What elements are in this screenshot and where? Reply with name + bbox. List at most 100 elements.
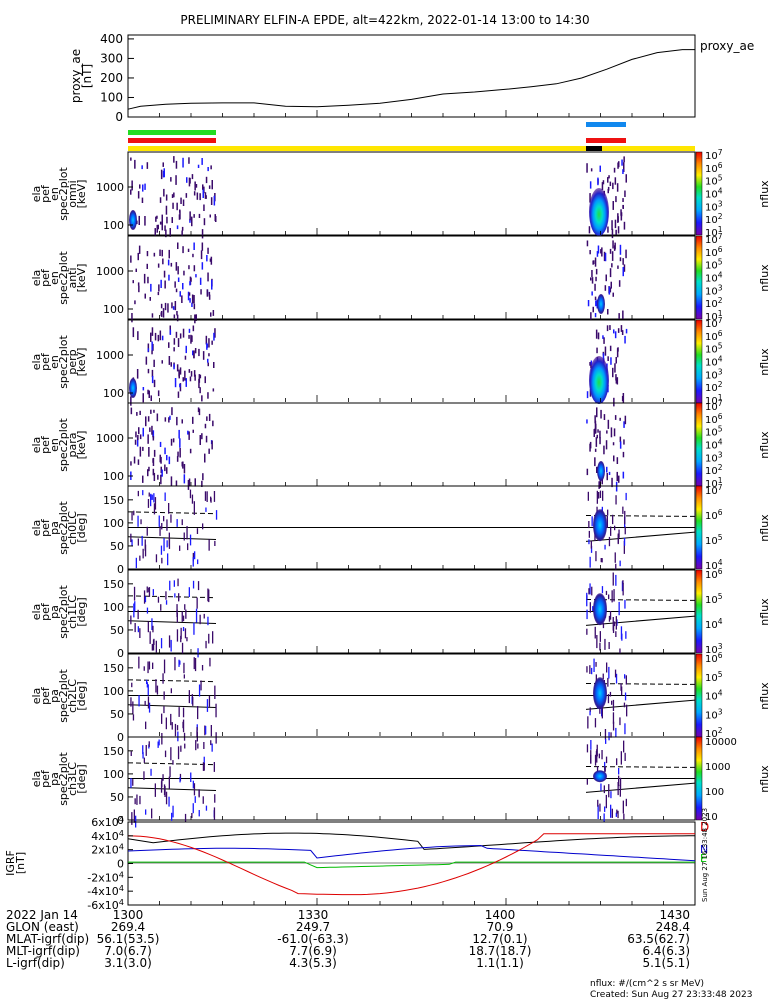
spectrogram-speck: [149, 297, 151, 301]
pitch-angle-speck: [597, 805, 599, 819]
spectrogram-speck: [208, 448, 210, 454]
spectrogram-speck: [130, 189, 132, 195]
pitch-angle-speck: [214, 540, 216, 546]
pa-ytick-label: 150: [103, 662, 124, 675]
spectrogram-speck: [135, 268, 137, 272]
spectrogram-speck: [170, 476, 173, 486]
spectrogram-speck: [609, 345, 612, 352]
spectrogram-speck: [152, 458, 154, 463]
pitch-angle-enhancement: [593, 593, 607, 626]
pitch-angle-speck: [602, 622, 605, 629]
pitch-angle-speck: [600, 783, 602, 791]
spectrogram-speck: [591, 291, 593, 296]
colorbar-tick-label: 103: [705, 283, 723, 297]
spectrogram-speck: [607, 356, 609, 361]
spec-ylabel-line: perp: [66, 349, 79, 374]
spec-ylabel-line: spec2plot: [57, 418, 70, 472]
pitch-angle-speck: [187, 543, 189, 551]
spectrogram-speck: [134, 159, 136, 169]
pitch-angle-speck: [596, 635, 598, 649]
pitch-angle-speck: [205, 507, 207, 512]
spectrogram-speck: [146, 251, 149, 257]
spec-ylabel-line: ela: [30, 270, 43, 287]
pitch-angle-speck: [197, 743, 199, 749]
spectrogram-speck: [611, 228, 614, 239]
spectrogram-speck: [621, 159, 623, 166]
pa-ylabel-line: spec2plot: [57, 501, 70, 555]
spectrogram-speck: [151, 313, 154, 318]
colorbar-label: nflux: [758, 514, 771, 542]
spectrogram-speck: [207, 358, 209, 363]
pitch-angle-speck: [617, 810, 619, 819]
pitch-angle-speck: [168, 635, 171, 648]
anti-loss-cone-line: [127, 762, 696, 768]
spectrogram-speck: [138, 215, 140, 225]
pitch-angle-speck: [170, 514, 172, 523]
pitch-angle-speck: [182, 615, 185, 622]
pitch-angle-speck: [622, 580, 624, 585]
spectrogram-speck: [207, 392, 209, 399]
pitch-angle-speck: [602, 490, 604, 501]
spectrogram-speck: [599, 437, 601, 445]
pitch-angle-speck: [623, 540, 625, 554]
colorbar: [695, 736, 703, 821]
spectrogram-speck: [165, 229, 167, 238]
pitch-angle-speck: [180, 627, 182, 640]
spectrogram-speck: [190, 371, 193, 377]
spec-ylabel-line: spec2plot: [57, 335, 70, 389]
spectrogram-speck: [589, 389, 592, 397]
spectrogram-speck: [210, 312, 212, 317]
pitch-angle-speck: [625, 798, 627, 807]
pitch-angle-speck: [619, 717, 621, 726]
pitch-angle-speck: [599, 631, 601, 642]
pitch-angle-speck: [588, 588, 590, 595]
pitch-angle-speck: [209, 657, 211, 667]
spectrogram-speck: [607, 419, 610, 429]
pitch-angle-speck: [608, 594, 610, 600]
pitch-angle-speck: [605, 590, 608, 595]
pa-ylabel-line: ela: [30, 771, 43, 788]
spectrogram-speck: [595, 300, 597, 307]
pitch-angle-speck: [138, 695, 140, 707]
pitch-angle-speck: [206, 491, 208, 502]
spectrogram-speck: [182, 461, 184, 469]
spectrogram-speck: [617, 162, 619, 169]
spectrogram-speck: [144, 293, 146, 299]
spectrogram-speck: [595, 276, 597, 282]
colorbar-tick-label: 10: [705, 812, 718, 823]
colorbar-tick-label: 101: [705, 476, 723, 490]
spectrogram-speck: [150, 332, 152, 342]
spectrogram-speck: [207, 247, 209, 254]
colorbar: [695, 569, 703, 654]
colorbar-tick-label: 104: [705, 271, 723, 285]
pitch-angle-speck: [613, 621, 616, 627]
loss-cone-line: [127, 782, 696, 793]
spectrogram-speck: [164, 464, 166, 472]
footer-row-label: 2022 Jan 14: [6, 908, 78, 922]
spectrogram-speck: [589, 250, 591, 255]
pitch-angle-speck: [604, 729, 607, 740]
pitch-angle-speck: [599, 642, 601, 651]
spectrogram-speck: [614, 331, 617, 339]
spectrogram-speck: [614, 363, 616, 373]
spectrogram-speck: [198, 213, 201, 218]
pitch-angle-speck: [610, 791, 612, 799]
spectrogram-speck: [168, 417, 170, 423]
spectrogram-speck: [620, 212, 623, 217]
pitch-angle-speck: [133, 809, 135, 823]
spectrogram-speck: [213, 195, 216, 206]
pitch-angle-speck: [618, 768, 620, 775]
spectrogram-speck: [193, 350, 195, 359]
pa-ylabel-line: [deg]: [75, 764, 88, 793]
pitch-angle-speck: [131, 812, 133, 825]
spectrogram-speck: [189, 218, 191, 223]
pitch-angle-speck: [145, 721, 147, 730]
blue-bar: [586, 122, 626, 127]
spectrogram-speck: [204, 376, 206, 384]
spectrogram-speck: [160, 279, 162, 288]
igrf-down-line: [127, 833, 695, 896]
spectrogram-speck: [603, 445, 605, 455]
spectrogram-speck: [622, 451, 625, 458]
pitch-angle-speck: [198, 789, 200, 797]
spectrogram-speck: [145, 416, 147, 427]
